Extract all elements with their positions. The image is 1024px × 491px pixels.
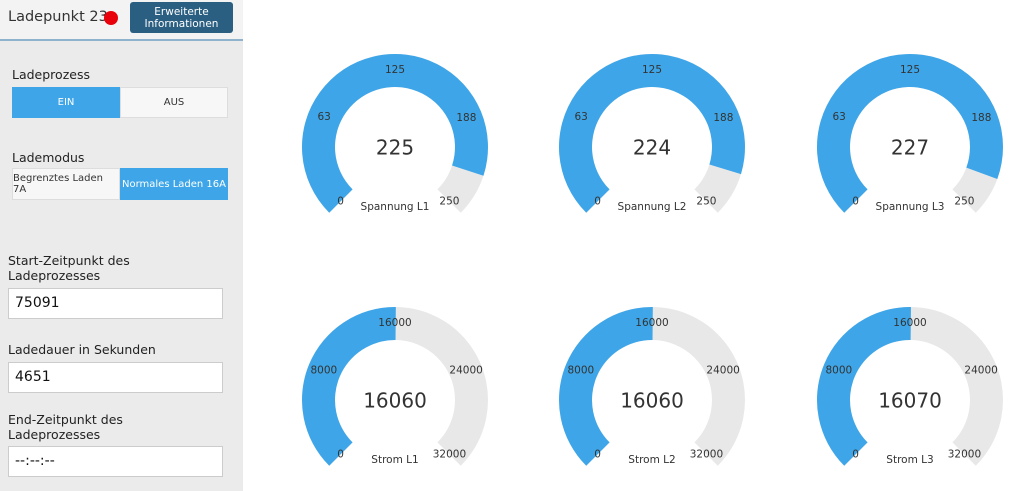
gauge-name: Spannung L2 xyxy=(618,201,687,213)
field-input[interactable]: 75091 xyxy=(8,288,223,319)
gauge-name: Spannung L1 xyxy=(361,201,430,213)
gauge-name: Strom L2 xyxy=(628,454,675,466)
gauge-fill xyxy=(559,306,653,466)
gauge-tick-label: 24000 xyxy=(964,365,997,377)
gauge-fill xyxy=(302,306,396,466)
gauge-tick-label: 0 xyxy=(852,448,859,460)
gauge-tick-label: 250 xyxy=(439,195,459,207)
gauge-value: 225 xyxy=(376,136,414,160)
gauge-tick-label: 63 xyxy=(574,111,587,123)
title: Ladepunkt 23 xyxy=(8,9,108,25)
gauge-name: Strom L3 xyxy=(886,454,933,466)
mode-option[interactable]: Normales Laden 16A xyxy=(120,168,228,200)
gauge-tick-label: 32000 xyxy=(433,448,466,460)
gauge-tick-label: 188 xyxy=(971,112,991,124)
gauge-name: Strom L1 xyxy=(371,454,418,466)
charging-option[interactable]: EIN xyxy=(12,87,120,118)
gauge-tick-label: 16000 xyxy=(893,317,926,329)
gauge-tick-label: 188 xyxy=(456,112,476,124)
info-button[interactable]: Erweiterte Informationen xyxy=(130,2,233,33)
gauge-value: 16060 xyxy=(363,389,427,413)
gauge-tick-label: 8000 xyxy=(825,365,852,377)
gauge-tick-label: 24000 xyxy=(706,365,739,377)
gauge-panel: 0 63 125 188 250 225 Spannung L1 0 63 125 188 250 22… xyxy=(302,53,1004,466)
field-label: End-Zeitpunkt des Ladeprozesses xyxy=(8,412,123,442)
mode-option[interactable]: Begrenztes Laden 7A xyxy=(12,168,120,200)
field-label: Ladedauer in Sekunden xyxy=(8,342,156,357)
gauge-tick-label: 0 xyxy=(594,448,601,460)
gauge-tick-label: 16000 xyxy=(378,317,411,329)
gauge-fill xyxy=(817,307,911,466)
charging-label: Ladeprozess xyxy=(12,67,90,82)
gauge-tick-label: 24000 xyxy=(449,365,482,377)
gauge-tick-label: 125 xyxy=(642,64,662,76)
field-input[interactable]: 4651 xyxy=(8,362,223,393)
gauge-fill xyxy=(302,53,488,213)
gauge-tick-label: 8000 xyxy=(567,365,594,377)
gauge-tick-label: 32000 xyxy=(690,448,723,460)
gauge-value: 16070 xyxy=(878,389,942,413)
gauge-tick-label: 16000 xyxy=(635,317,668,329)
mode-label: Lademodus xyxy=(12,150,85,165)
gauge-tick-label: 63 xyxy=(832,111,845,123)
gauge-tick-label: 32000 xyxy=(948,448,981,460)
gauge-tick-label: 188 xyxy=(713,112,733,124)
charging-option[interactable]: AUS xyxy=(120,87,228,118)
gauge-fill xyxy=(559,53,745,213)
gauge-tick-label: 250 xyxy=(954,195,974,207)
gauge-tick-label: 0 xyxy=(337,195,344,207)
gauge-tick-label: 0 xyxy=(594,195,601,207)
gauge-fill xyxy=(817,53,1004,213)
gauge-tick-label: 0 xyxy=(337,448,344,460)
gauge-tick-label: 0 xyxy=(852,195,859,207)
status-dot xyxy=(104,11,118,25)
gauge-tick-label: 125 xyxy=(385,64,405,76)
header: Ladepunkt 23 Erweiterte Informationen xyxy=(0,0,243,41)
sidebar: Ladepunkt 23 Erweiterte Informationen La… xyxy=(0,0,243,491)
gauge-value: 227 xyxy=(891,136,929,160)
gauge-tick-label: 8000 xyxy=(310,365,337,377)
gauge-tick-label: 125 xyxy=(900,64,920,76)
gauge-value: 16060 xyxy=(620,389,684,413)
gauge-tick-label: 250 xyxy=(696,195,716,207)
gauge-value: 224 xyxy=(633,136,671,160)
field-label: Start-Zeitpunkt des Ladeprozesses xyxy=(8,253,130,283)
gauge-name: Spannung L3 xyxy=(876,201,945,213)
gauge-tick-label: 63 xyxy=(317,111,330,123)
field-input[interactable]: --:--:-- xyxy=(8,446,223,477)
